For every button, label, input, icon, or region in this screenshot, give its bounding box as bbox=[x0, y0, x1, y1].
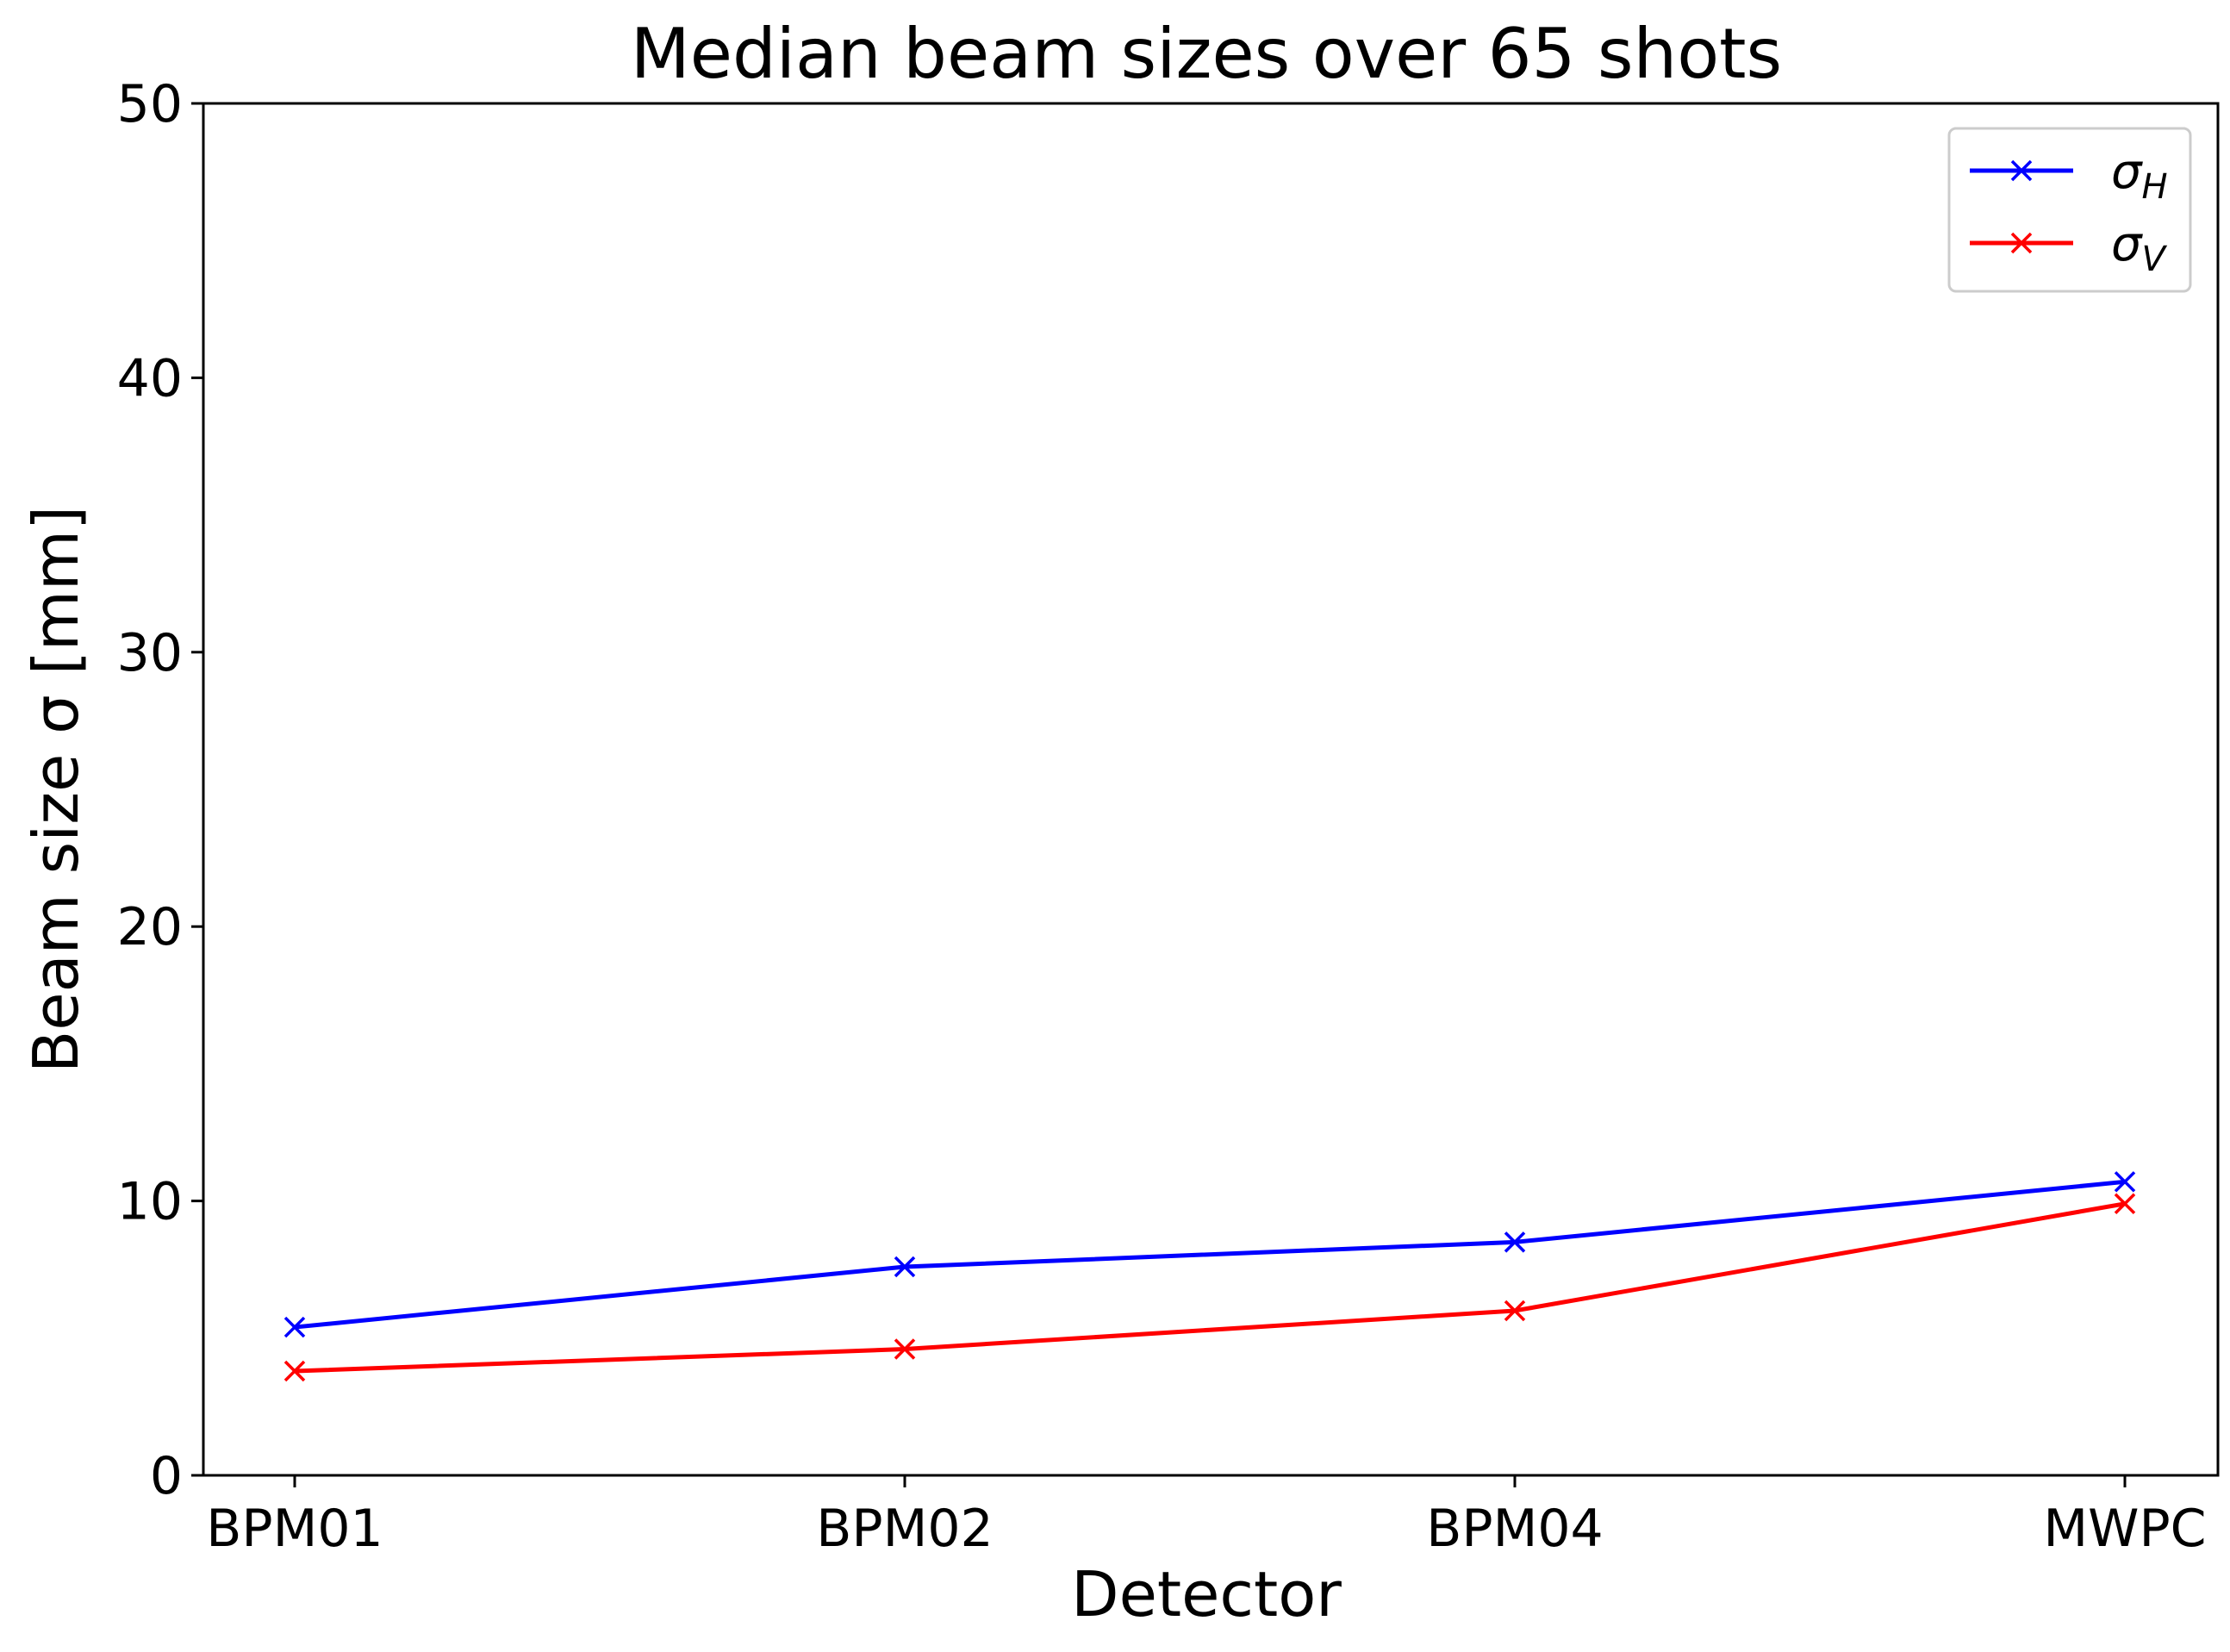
legend: σH σV bbox=[1947, 127, 2192, 293]
legend-marker-h bbox=[2010, 159, 2033, 182]
y-tick-label: 40 bbox=[117, 348, 183, 408]
y-tick-label: 30 bbox=[117, 623, 183, 683]
plot-area: 0 10 20 30 40 50 BPM01 BPM02 BPM04 MWPC bbox=[117, 74, 2220, 1559]
data-point-h bbox=[283, 1316, 306, 1338]
x-axis-label: Detector bbox=[1071, 1558, 1342, 1630]
legend-label-v: σV bbox=[2111, 216, 2168, 279]
y-axis-label: Beam size σ [mm] bbox=[20, 506, 92, 1073]
legend-label-h: σH bbox=[2111, 144, 2168, 207]
series-line-h bbox=[294, 1179, 2126, 1330]
data-point-v bbox=[2114, 1193, 2136, 1215]
x-axis: BPM01 BPM02 BPM04 MWPC bbox=[206, 1475, 2207, 1559]
data-point-v bbox=[283, 1360, 306, 1382]
data-point-h bbox=[894, 1256, 916, 1278]
plot-frame bbox=[202, 102, 2220, 1477]
series-line-v bbox=[294, 1201, 2126, 1374]
series-layer bbox=[283, 1171, 2136, 1382]
x-tick-label: BPM02 bbox=[816, 1499, 993, 1559]
data-point-v bbox=[1504, 1300, 1526, 1322]
y-tick-label: 0 bbox=[150, 1446, 183, 1506]
x-tick-label: MWPC bbox=[2043, 1499, 2206, 1559]
y-axis: 0 10 20 30 40 50 bbox=[117, 74, 203, 1506]
data-point-v bbox=[894, 1338, 916, 1360]
y-tick-label: 50 bbox=[117, 74, 183, 134]
legend-marker-v bbox=[2010, 232, 2033, 254]
x-tick-label: BPM01 bbox=[206, 1499, 383, 1559]
y-tick-label: 20 bbox=[117, 897, 183, 957]
data-point-h bbox=[2114, 1171, 2136, 1193]
data-point-h bbox=[1504, 1231, 1526, 1253]
y-tick-label: 10 bbox=[117, 1172, 183, 1232]
chart-title: Median beam sizes over 65 shots bbox=[631, 14, 1782, 94]
x-tick-label: BPM04 bbox=[1426, 1499, 1603, 1559]
